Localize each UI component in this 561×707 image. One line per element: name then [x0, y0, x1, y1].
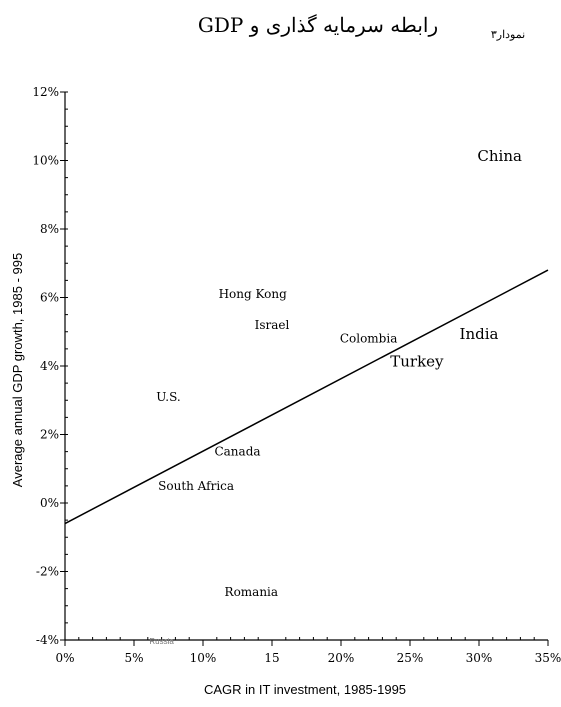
chart-title: رابطه سرمایه گذاری و GDP: [198, 13, 438, 37]
y-tick-label: 10%: [32, 154, 59, 168]
y-tick-label: -4%: [36, 633, 59, 647]
y-tick-label: 0%: [40, 496, 59, 510]
y-tick-label: -2%: [36, 565, 59, 579]
x-tick-label: 0%: [55, 651, 74, 665]
data-point-label: Colombia: [340, 332, 398, 346]
data-point-label: Russia: [149, 637, 174, 646]
x-tick-label: 20%: [328, 651, 355, 665]
x-tick-label: 15: [264, 651, 279, 665]
x-tick-label: 30%: [466, 651, 493, 665]
data-point-label: Turkey: [390, 353, 444, 371]
data-point-label: China: [477, 147, 522, 165]
y-tick-label: 4%: [40, 359, 59, 373]
data-point-label: South Africa: [158, 479, 234, 493]
data-point-label: U.S.: [156, 390, 180, 404]
data-point-label: India: [460, 325, 499, 343]
figure-label: نمودار۳: [491, 28, 525, 41]
plot-area: -4% -2% 0% 2% 4% 6% 8% 10% 12% 0% 5% 10% 15 20% 25% 30%…: [32, 85, 561, 665]
y-tick-label: 12%: [32, 85, 59, 99]
x-tick-label: 5%: [124, 651, 143, 665]
data-point-label: Romania: [225, 585, 279, 599]
y-tick-label: 2%: [40, 428, 59, 442]
x-tick-label: 25%: [397, 651, 424, 665]
data-point-label: Israel: [255, 318, 290, 332]
x-tick-label: 35%: [535, 651, 561, 665]
x-axis-label: CAGR in IT investment, 1985-1995: [204, 682, 406, 697]
y-tick-label: 8%: [40, 222, 59, 236]
y-tick-label: 6%: [40, 291, 59, 305]
data-point-label: Hong Kong: [219, 287, 288, 301]
trend-line: [64, 269, 549, 525]
y-axis-label: Average annual GDP growth, 1985 - 995: [10, 253, 25, 487]
data-point-label: Canada: [214, 445, 260, 459]
x-tick-label: 10%: [190, 651, 217, 665]
